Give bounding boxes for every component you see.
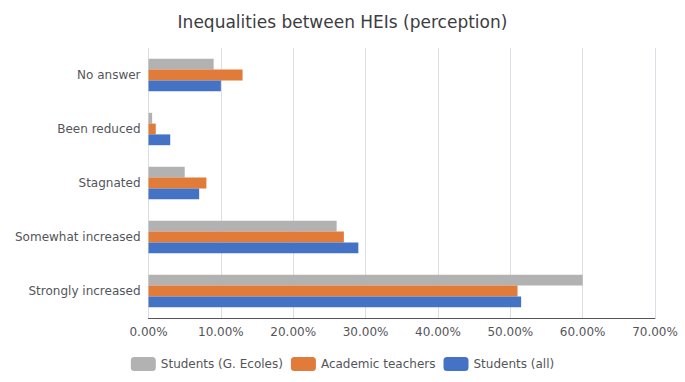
svg-text:20.00%: 20.00%: [270, 325, 316, 339]
svg-text:30.00%: 30.00%: [343, 325, 389, 339]
svg-text:0.00%: 0.00%: [129, 325, 167, 339]
svg-text:No answer: No answer: [77, 68, 141, 82]
svg-text:Strongly increased: Strongly increased: [29, 284, 141, 298]
svg-text:Academic teachers: Academic teachers: [321, 357, 436, 371]
svg-text:Students (G. Ecoles): Students (G. Ecoles): [161, 357, 283, 371]
svg-text:Stagnated: Stagnated: [79, 176, 141, 190]
svg-text:Somewhat increased: Somewhat increased: [15, 230, 141, 244]
svg-text:Inequalities between HEIs (per: Inequalities between HEIs (perception): [178, 12, 508, 32]
svg-text:Students (all): Students (all): [473, 357, 554, 371]
svg-text:Been reduced: Been reduced: [57, 122, 140, 136]
svg-text:60.00%: 60.00%: [560, 325, 606, 339]
svg-text:10.00%: 10.00%: [198, 325, 244, 339]
svg-text:70.00%: 70.00%: [632, 325, 678, 339]
svg-text:50.00%: 50.00%: [487, 325, 533, 339]
svg-text:40.00%: 40.00%: [415, 325, 461, 339]
